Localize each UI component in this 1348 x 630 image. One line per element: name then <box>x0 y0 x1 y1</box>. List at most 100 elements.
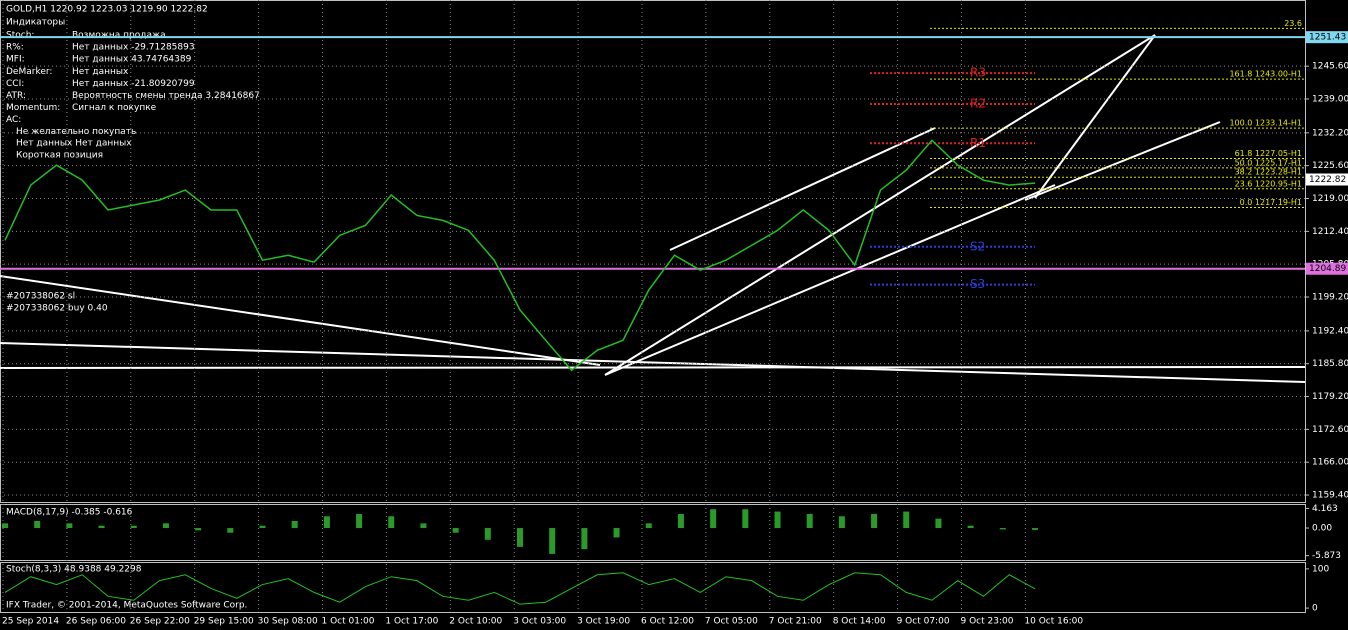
channel-line <box>604 34 1156 376</box>
macd-bar <box>130 525 137 529</box>
macd-bar <box>581 528 588 550</box>
x-tick-label: 9 Oct 23:00 <box>961 617 1014 627</box>
price-box <box>1306 262 1348 275</box>
order-label: #207338062 sl <box>6 292 75 302</box>
macd-bar <box>903 511 910 529</box>
price-box-label: 1204.89 <box>1309 264 1346 274</box>
x-tick-label: 29 Sep 15:00 <box>194 617 254 627</box>
x-tick-label: 3 Oct 19:00 <box>577 617 630 627</box>
macd-bar <box>34 520 41 529</box>
price-line <box>4 139 1036 372</box>
macd-bar <box>806 513 813 529</box>
macd-bar <box>517 528 523 547</box>
fibo-label: 161.8 1243.00-H1 <box>1229 70 1302 79</box>
fibo-label: 100.0 1233.14-H1 <box>1229 119 1302 128</box>
macd-bar <box>291 520 298 529</box>
fibo-label: 61.8 1227.05-H1 <box>1235 149 1302 158</box>
macd-bar <box>1032 528 1038 530</box>
x-tick-label: 6 Oct 12:00 <box>641 617 694 627</box>
panel-borders <box>0 0 1306 613</box>
indicator-note: Нет данных Нет данных <box>16 139 132 149</box>
y-tick-label: -5.873 <box>1312 551 1341 561</box>
macd-bar <box>871 513 878 529</box>
indicators-title: Индикаторы <box>6 18 65 28</box>
indicator-name: AC: <box>6 115 21 125</box>
x-tick-label: 1 Oct 01:00 <box>322 617 375 627</box>
channel-line <box>1024 121 1221 201</box>
x-tick-label: 9 Oct 07:00 <box>897 617 950 627</box>
fibo-label: 23.6 1220.95-H1 <box>1235 179 1302 188</box>
x-tick-label: 30 Sep 08:00 <box>258 617 318 627</box>
pivot-label: R1 <box>970 136 986 150</box>
macd-bar <box>227 528 234 533</box>
trend-line <box>0 342 1306 383</box>
indicator-value: Нет данных -21.80920799 <box>72 79 195 89</box>
indicator-value: Возможна продажа <box>72 31 166 41</box>
y-tick-label: 1225.60 <box>1312 161 1348 171</box>
header: GOLD,H1 1220.92 1223.03 1219.90 1222.82 <box>6 5 208 15</box>
macd-bar <box>838 516 845 529</box>
y-tick-label: 1179.20 <box>1312 392 1348 402</box>
macd-bar <box>2 523 8 529</box>
indicator-value: Вероятность смены тренда 3.28416867 <box>72 91 260 101</box>
macd-bar <box>935 518 942 529</box>
macd-bar <box>98 525 105 529</box>
main-panel <box>0 0 1306 503</box>
x-tick-label: 7 Oct 05:00 <box>705 617 758 627</box>
y-tick-label: 1166.00 <box>1312 458 1348 468</box>
indicator-value: Сигнал к покупке <box>72 103 157 113</box>
macd-bar <box>259 525 266 529</box>
fibo-label: 0.0 1217.19-H1 <box>1240 198 1302 207</box>
channel-line <box>1034 34 1156 199</box>
indicator-value: Нет данных -29.71285893 <box>72 43 195 53</box>
pivot-label: S2 <box>970 239 985 253</box>
y-tick-label: 1159.40 <box>1312 491 1348 501</box>
price-box <box>1306 31 1348 44</box>
y-tick-label: 0 <box>1312 604 1318 614</box>
fibo-label: 50.0 1225.17-H1 <box>1235 158 1302 167</box>
y-tick-label: 100 <box>1312 564 1329 574</box>
indicator-name: DeMarker: <box>6 67 52 77</box>
stoch-line <box>4 572 1036 605</box>
macd-bar <box>677 513 684 529</box>
macd-bar <box>774 511 781 529</box>
y-tick-label: 1245.60 <box>1312 62 1348 72</box>
stoch-label: Stoch(8,3,3) 48.9388 49.2298 <box>6 565 142 575</box>
macd-bar <box>484 528 491 540</box>
y-tick-label: 1199.20 <box>1312 293 1348 303</box>
y-tick-label: 0.00 <box>1312 524 1332 534</box>
macd-panel <box>0 504 1306 561</box>
current-price-box <box>1306 173 1348 186</box>
channel-line <box>669 127 936 251</box>
macd-bar <box>613 528 620 538</box>
indicator-note: Короткая позиция <box>16 151 103 161</box>
macd-bar <box>420 523 427 529</box>
macd-bar <box>999 528 1006 530</box>
trend-lines <box>0 34 1306 383</box>
macd-label: MACD(8,17,9) -0.385 -0.616 <box>6 508 133 518</box>
macd-bar <box>710 509 717 529</box>
x-tick-label: 1 Oct 17:00 <box>385 617 438 627</box>
indicator-value: Нет данных <box>72 67 129 77</box>
indicator-name: R%: <box>6 43 24 53</box>
macd-bar <box>323 516 330 529</box>
pivot-label: R2 <box>970 96 986 110</box>
macd-bar <box>66 523 73 529</box>
fibo-label: 38.2 1223.28-H1 <box>1235 168 1302 177</box>
y-tick-label: 1192.40 <box>1312 326 1348 336</box>
x-tick-label: 26 Sep 06:00 <box>66 617 126 627</box>
x-tick-label: 3 Oct 03:00 <box>513 617 566 627</box>
indicator-name: Stoch: <box>6 31 34 41</box>
indicator-name: MFI: <box>6 55 25 65</box>
macd-bar <box>388 516 395 529</box>
x-tick-label: 26 Sep 22:00 <box>130 617 190 627</box>
x-tick-label: 10 Oct 16:00 <box>1024 617 1083 627</box>
macd-bar <box>645 523 652 529</box>
x-tick-label: 25 Sep 2014 <box>2 617 59 627</box>
indicator-name: CCI: <box>6 79 24 89</box>
pivot-label: R3 <box>970 66 986 80</box>
indicator-value: Нет данных 43.74764389 <box>72 55 192 65</box>
